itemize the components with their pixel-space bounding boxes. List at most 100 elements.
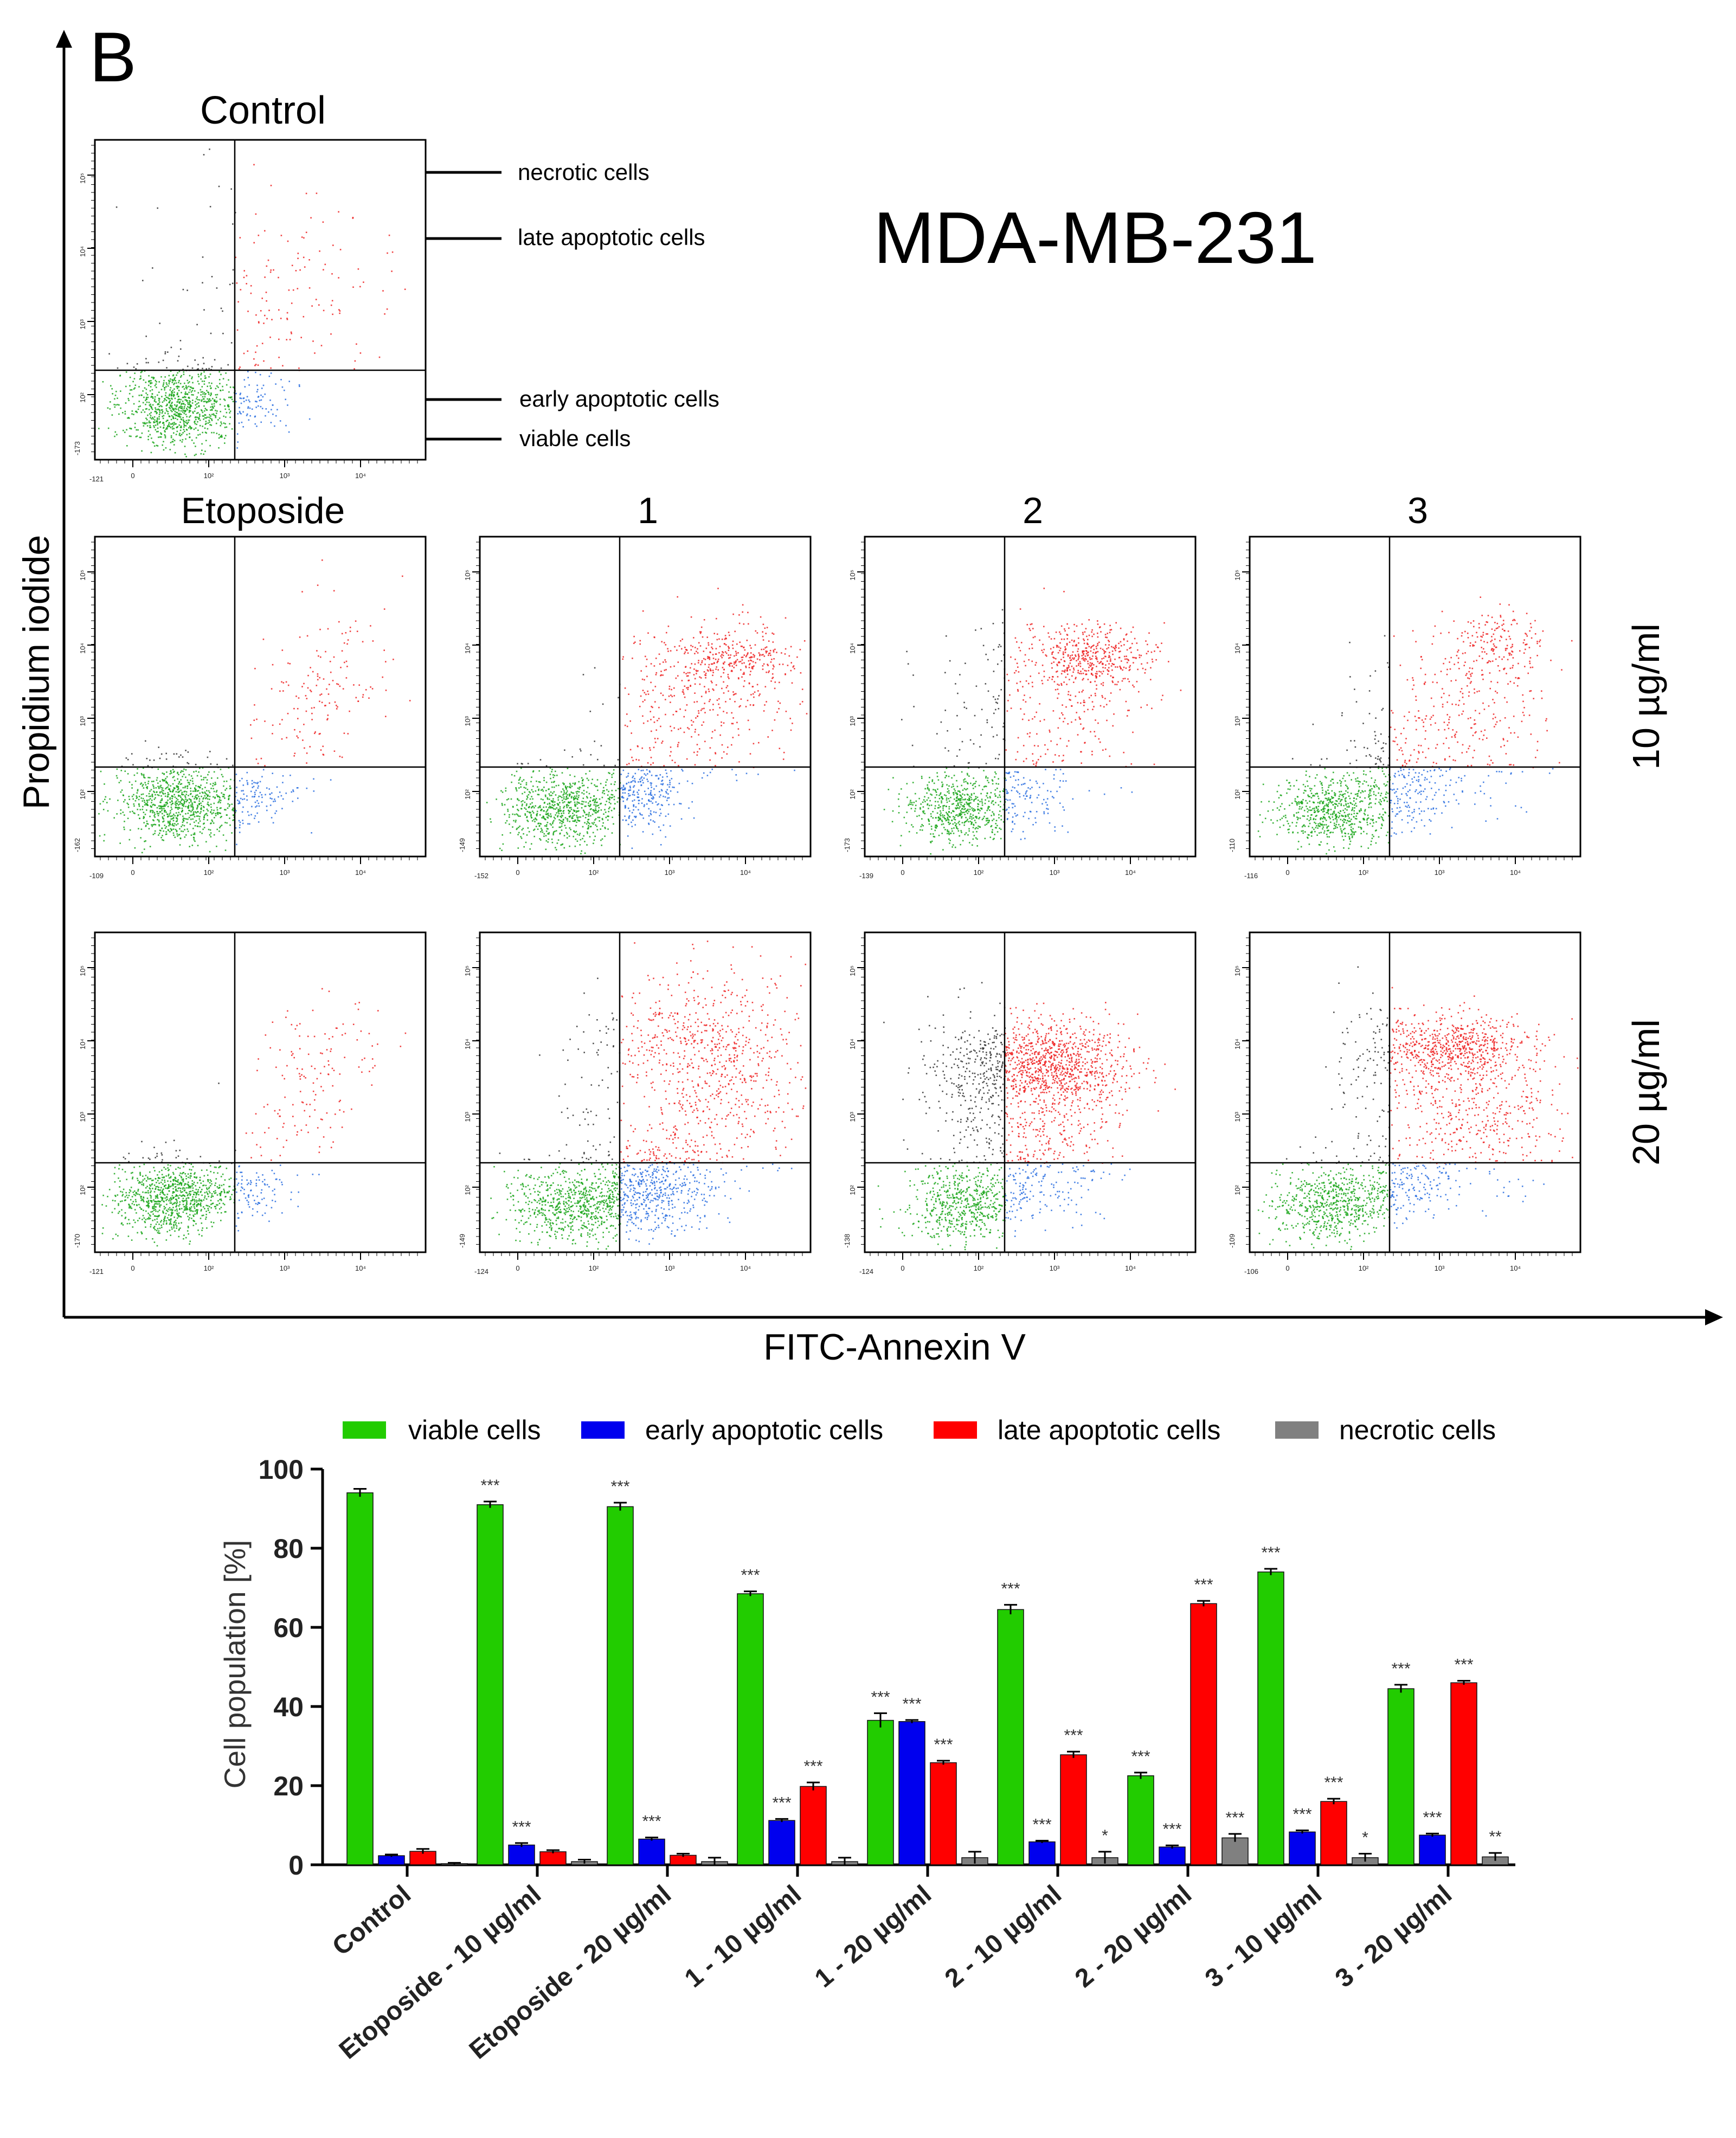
x-tick-label: 0 <box>131 868 134 877</box>
label-early: early apoptotic cells <box>519 386 719 411</box>
label-viable: viable cells <box>519 426 631 451</box>
bar-early-apoptotic-cells-7 <box>1289 1831 1316 1865</box>
significance-label: ** <box>1489 1828 1502 1846</box>
x-tick-label: 10³ <box>1435 868 1445 877</box>
x-tick-label: 10⁴ <box>740 1264 751 1272</box>
scatter-points <box>1257 596 1573 855</box>
y-tick-label: 10⁵ <box>848 965 857 976</box>
x-tick-label: 10² <box>589 1264 599 1272</box>
significance-label: *** <box>871 1688 890 1706</box>
y-tick-label: 10³ <box>1233 1111 1242 1122</box>
chart-y-tick-label: 0 <box>288 1850 304 1881</box>
significance-label: *** <box>1423 1808 1442 1826</box>
legend-label-early: early apoptotic cells <box>645 1415 883 1445</box>
y-tick-label: 10⁵ <box>79 173 87 184</box>
bar-early-apoptotic-cells-6 <box>1159 1846 1186 1865</box>
chart-x-tick-label: 1 - 10 µg/ml <box>679 1880 807 1993</box>
legend-swatch-viable <box>343 1421 386 1439</box>
significance-label: *** <box>803 1757 822 1775</box>
axis-ticks: 0 10⁵ 10² 10⁴ 10³ 10³ 10⁴ 10² -116 -110 <box>1228 542 1573 880</box>
x-tick-label: 10³ <box>280 1264 290 1272</box>
x-tick-label: 10² <box>1359 1264 1369 1272</box>
y-tick-label: 10⁴ <box>848 1039 857 1049</box>
row-title-20: 20 µg/ml <box>1625 1019 1667 1165</box>
x-axis-min-label: -124 <box>859 1267 873 1276</box>
flow-plot-c1_20: 0 10⁵ 10² 10⁴ 10³ 10³ 10⁴ 10² -124 -149 <box>458 931 812 1276</box>
bar-late-apoptotic-cells-3 <box>800 1786 827 1865</box>
axis-ticks: 0 10⁵ 10² 10⁴ 10³ 10³ 10⁴ 10² -124 -138 <box>843 937 1188 1276</box>
x-tick-label: 10² <box>589 868 599 877</box>
chart-y-axis-label: Cell population [%] <box>218 1540 252 1789</box>
column-title-etoposide: Etoposide <box>181 490 345 531</box>
plot-frame <box>1249 931 1581 1253</box>
significance-label: *** <box>1324 1774 1343 1792</box>
x-tick-label: 0 <box>131 472 134 480</box>
significance-label: *** <box>1293 1805 1311 1823</box>
y-tick-label: 10³ <box>79 1111 87 1122</box>
significance-label: *** <box>1162 1820 1181 1838</box>
bar-late-apoptotic-cells-7 <box>1320 1801 1347 1865</box>
scatter-points <box>486 588 808 855</box>
x-tick-label: 10² <box>204 868 214 877</box>
y-tick-label: 10² <box>79 1184 87 1195</box>
y-tick-label: 10⁵ <box>464 965 472 976</box>
y-axis-min-label: -109 <box>1228 1234 1236 1248</box>
axis-ticks: 0 10⁵ 10² 10⁴ 10³ 10³ 10⁴ 10² -152 -149 <box>458 542 803 880</box>
bar-viable-cells-2 <box>607 1506 634 1865</box>
y-tick-label: 10⁴ <box>79 1039 87 1049</box>
y-tick-label: 10⁵ <box>79 965 87 976</box>
y-tick-label: 10³ <box>79 716 87 726</box>
flow-plot-c3_20: 0 10⁵ 10² 10⁴ 10³ 10³ 10⁴ 10² -106 -109 <box>1228 931 1581 1276</box>
significance-label: *** <box>480 1477 499 1495</box>
legend-swatch-necrotic <box>1275 1421 1319 1439</box>
scatter-points <box>490 941 807 1250</box>
y-tick-label: 10⁴ <box>79 246 87 257</box>
significance-label: *** <box>1032 1815 1051 1833</box>
x-axis-min-label: -121 <box>89 1267 104 1276</box>
x-tick-label: 10³ <box>1050 868 1060 877</box>
y-arrowhead-icon <box>56 30 72 48</box>
control-title: Control <box>200 89 326 132</box>
plot-frame <box>864 931 1197 1253</box>
significance-label: * <box>1102 1827 1108 1845</box>
flow-plot-c1_10: 0 10⁵ 10² 10⁴ 10³ 10³ 10⁴ 10² -152 -149 <box>458 536 812 880</box>
y-tick-label: 10² <box>848 789 857 799</box>
legend-label-necrotic: necrotic cells <box>1339 1415 1496 1445</box>
x-tick-label: 10³ <box>665 1264 675 1272</box>
bar-early-apoptotic-cells-1 <box>508 1844 535 1865</box>
significance-label: *** <box>512 1818 531 1836</box>
flow-plot-c2_10: 0 10⁵ 10² 10⁴ 10³ 10³ 10⁴ 10² -139 -173 <box>843 536 1197 880</box>
y-tick-label: 10⁵ <box>1233 570 1242 581</box>
chart-x-tick-label: 2 - 20 µg/ml <box>1070 1880 1197 1993</box>
y-tick-label: 10³ <box>848 1111 857 1122</box>
chart-y-tick-label: 40 <box>273 1692 304 1722</box>
x-tick-label: 0 <box>901 868 904 877</box>
axis-ticks: 0 10⁵ 10² 10⁴ 10³ 10³ 10⁴ 10² -121 -173 <box>73 145 418 483</box>
plot-frame <box>94 536 427 858</box>
legend-swatch-late <box>934 1421 977 1439</box>
y-axis-min-label: -173 <box>843 838 851 852</box>
x-tick-label: 10³ <box>665 868 675 877</box>
x-tick-label: 0 <box>516 868 519 877</box>
y-tick-label: 10³ <box>79 319 87 329</box>
plot-frame <box>479 931 812 1253</box>
x-tick-label: 0 <box>131 1264 134 1272</box>
y-tick-label: 10⁵ <box>464 570 472 581</box>
scatter-points <box>98 559 411 854</box>
chart-x-tick-label: 2 - 10 µg/ml <box>940 1880 1067 1993</box>
y-tick-label: 10⁵ <box>848 570 857 581</box>
bar-viable-cells-5 <box>997 1609 1024 1865</box>
y-axis-min-label: -162 <box>73 838 81 852</box>
y-tick-label: 10² <box>79 789 87 799</box>
x-tick-label: 10⁴ <box>355 472 366 480</box>
y-tick-label: 10⁴ <box>1233 1039 1242 1049</box>
column-title-3: 3 <box>1407 490 1428 531</box>
scatter-points <box>877 982 1176 1251</box>
significance-label: *** <box>610 1478 629 1496</box>
y-tick-label: 10⁵ <box>1233 965 1242 976</box>
y-tick-label: 10² <box>1233 789 1242 799</box>
bar-late-apoptotic-cells-6 <box>1190 1603 1217 1865</box>
scatter-points <box>883 588 1182 855</box>
significance-label: *** <box>1064 1727 1083 1744</box>
x-axis-min-label: -152 <box>474 872 488 880</box>
